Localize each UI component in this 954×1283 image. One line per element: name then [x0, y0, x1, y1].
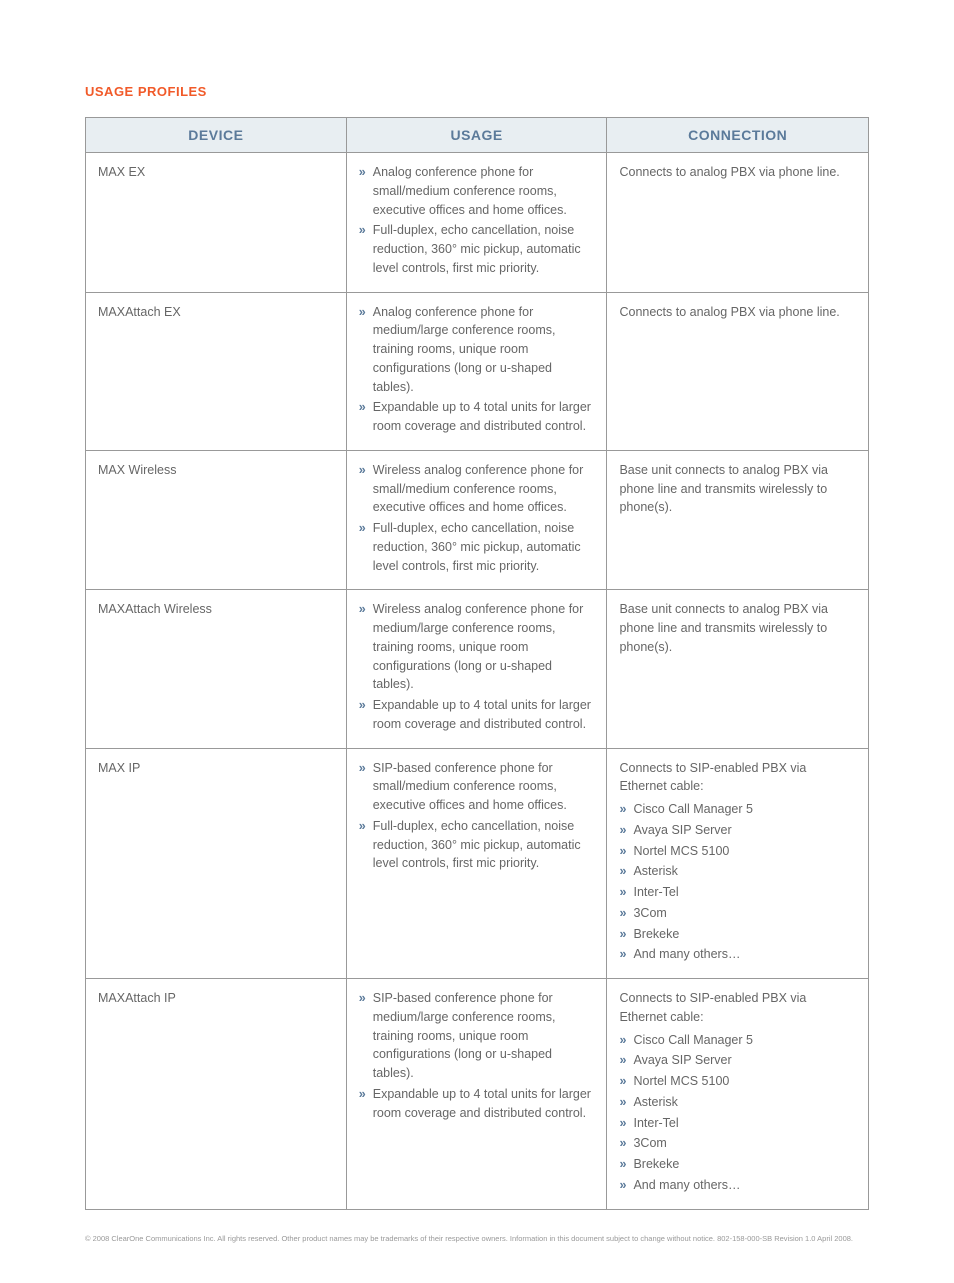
connection-text: Connects to SIP-enabled PBX via Ethernet…: [619, 759, 856, 797]
device-cell: MAXAttach IP: [86, 979, 347, 1210]
usage-cell: Analog conference phone for medium/large…: [346, 292, 607, 450]
usage-cell: Wireless analog conference phone for sma…: [346, 450, 607, 590]
connection-cell: Connects to analog PBX via phone line.: [607, 153, 869, 293]
connection-item: Nortel MCS 5100: [619, 842, 856, 861]
device-cell: MAX IP: [86, 748, 347, 979]
connection-item: And many others…: [619, 1176, 856, 1195]
connection-cell: Base unit connects to analog PBX via pho…: [607, 450, 869, 590]
device-cell: MAXAttach EX: [86, 292, 347, 450]
usage-item: Expandable up to 4 total units for large…: [359, 696, 595, 734]
connection-item: Avaya SIP Server: [619, 1051, 856, 1070]
connection-text: Connects to SIP-enabled PBX via Ethernet…: [619, 989, 856, 1027]
usage-cell: SIP-based conference phone for small/med…: [346, 748, 607, 979]
usage-cell: SIP-based conference phone for medium/la…: [346, 979, 607, 1210]
connection-text: Base unit connects to analog PBX via pho…: [619, 461, 856, 517]
usage-item: SIP-based conference phone for small/med…: [359, 759, 595, 815]
usage-item: Analog conference phone for small/medium…: [359, 163, 595, 219]
connection-item: 3Com: [619, 1134, 856, 1153]
usage-item: Expandable up to 4 total units for large…: [359, 1085, 595, 1123]
col-connection: CONNECTION: [607, 118, 869, 153]
table-row: MAX IPSIP-based conference phone for sma…: [86, 748, 869, 979]
usage-item: Wireless analog conference phone for sma…: [359, 461, 595, 517]
device-cell: MAX Wireless: [86, 450, 347, 590]
section-title: USAGE PROFILES: [85, 84, 869, 99]
table-row: MAXAttach IPSIP-based conference phone f…: [86, 979, 869, 1210]
usage-cell: Analog conference phone for small/medium…: [346, 153, 607, 293]
device-cell: MAX EX: [86, 153, 347, 293]
col-usage: USAGE: [346, 118, 607, 153]
usage-item: Full-duplex, echo cancellation, noise re…: [359, 221, 595, 277]
usage-item: SIP-based conference phone for medium/la…: [359, 989, 595, 1083]
connection-item: Nortel MCS 5100: [619, 1072, 856, 1091]
usage-item: Wireless analog conference phone for med…: [359, 600, 595, 694]
connection-cell: Base unit connects to analog PBX via pho…: [607, 590, 869, 748]
table-row: MAX WirelessWireless analog conference p…: [86, 450, 869, 590]
connection-item: And many others…: [619, 945, 856, 964]
usage-item: Full-duplex, echo cancellation, noise re…: [359, 817, 595, 873]
usage-item: Expandable up to 4 total units for large…: [359, 398, 595, 436]
connection-item: Asterisk: [619, 1093, 856, 1112]
table-header-row: DEVICE USAGE CONNECTION: [86, 118, 869, 153]
connection-cell: Connects to SIP-enabled PBX via Ethernet…: [607, 979, 869, 1210]
connection-item: Inter-Tel: [619, 883, 856, 902]
connection-text: Connects to analog PBX via phone line.: [619, 163, 856, 182]
usage-cell: Wireless analog conference phone for med…: [346, 590, 607, 748]
connection-item: Cisco Call Manager 5: [619, 800, 856, 819]
table-row: MAXAttach EXAnalog conference phone for …: [86, 292, 869, 450]
connection-cell: Connects to analog PBX via phone line.: [607, 292, 869, 450]
usage-profiles-table: DEVICE USAGE CONNECTION MAX EXAnalog con…: [85, 117, 869, 1210]
usage-item: Full-duplex, echo cancellation, noise re…: [359, 519, 595, 575]
connection-item: Cisco Call Manager 5: [619, 1031, 856, 1050]
connection-text: Connects to analog PBX via phone line.: [619, 303, 856, 322]
connection-item: Inter-Tel: [619, 1114, 856, 1133]
connection-item: Brekeke: [619, 925, 856, 944]
usage-item: Analog conference phone for medium/large…: [359, 303, 595, 397]
connection-text: Base unit connects to analog PBX via pho…: [619, 600, 856, 656]
table-row: MAXAttach WirelessWireless analog confer…: [86, 590, 869, 748]
connection-item: Brekeke: [619, 1155, 856, 1174]
connection-cell: Connects to SIP-enabled PBX via Ethernet…: [607, 748, 869, 979]
col-device: DEVICE: [86, 118, 347, 153]
connection-item: Avaya SIP Server: [619, 821, 856, 840]
page-container: USAGE PROFILES DEVICE USAGE CONNECTION M…: [0, 0, 954, 1283]
connection-item: 3Com: [619, 904, 856, 923]
table-row: MAX EXAnalog conference phone for small/…: [86, 153, 869, 293]
connection-item: Asterisk: [619, 862, 856, 881]
device-cell: MAXAttach Wireless: [86, 590, 347, 748]
